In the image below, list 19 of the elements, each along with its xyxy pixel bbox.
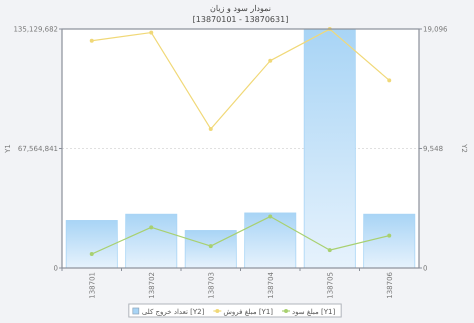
point <box>149 225 154 230</box>
chart-subtitle: [13870101 - 13870631] <box>192 15 288 24</box>
point <box>90 252 94 256</box>
bar <box>244 212 296 268</box>
chart-title: نمودار سود و زیان <box>210 4 271 13</box>
bar <box>184 230 237 268</box>
point <box>328 248 332 252</box>
bar <box>66 220 118 268</box>
point <box>268 214 272 219</box>
point <box>387 234 392 238</box>
point <box>208 244 213 248</box>
bar <box>125 214 178 268</box>
point <box>268 58 272 63</box>
point <box>387 78 392 82</box>
point <box>90 38 94 43</box>
point <box>149 30 154 35</box>
bar <box>304 28 356 268</box>
point <box>208 126 213 131</box>
bar <box>363 214 416 268</box>
